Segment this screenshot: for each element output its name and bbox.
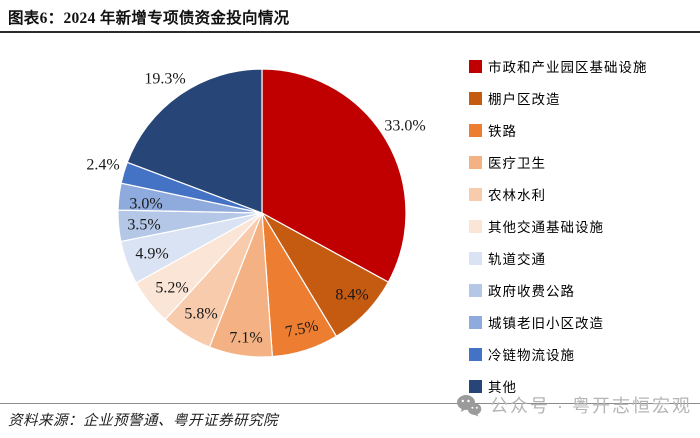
legend-label: 城镇老旧小区改造 xyxy=(488,316,604,331)
legend-swatch xyxy=(469,283,482,297)
pie-data-label-7: 4.9% xyxy=(135,246,168,263)
legend-swatch xyxy=(469,187,482,201)
footer-divider xyxy=(0,403,700,404)
pie-data-label-8: 3.5% xyxy=(127,217,160,234)
pie-data-label-2: 8.4% xyxy=(335,287,368,304)
pie-data-label-3: 7.5% xyxy=(284,317,320,341)
title-underline xyxy=(0,31,700,33)
legend-swatch xyxy=(469,59,482,73)
legend-swatch xyxy=(469,91,482,105)
pie-data-label-4: 7.1% xyxy=(229,330,262,347)
legend-swatch xyxy=(469,379,482,393)
legend-label: 铁路 xyxy=(488,124,517,139)
legend-item-9: 城镇老旧小区改造 xyxy=(469,306,648,338)
legend-item-1: 市政和产业园区基础设施 xyxy=(469,50,648,82)
legend-swatch xyxy=(469,155,482,169)
legend-swatch xyxy=(469,347,482,361)
watermark: 公众号 · 粤开志恒宏观 xyxy=(456,390,692,420)
pie-slice-1 xyxy=(261,68,407,283)
legend-item-3: 铁路 xyxy=(469,114,648,146)
legend-label: 棚户区改造 xyxy=(488,92,561,107)
legend-swatch xyxy=(469,123,482,137)
legend-label: 市政和产业园区基础设施 xyxy=(488,60,648,75)
watermark-text: 公众号 · 粤开志恒宏观 xyxy=(490,396,692,416)
legend-label: 其他 xyxy=(488,380,517,395)
wechat-icon xyxy=(457,395,482,417)
legend-swatch xyxy=(469,251,482,265)
figure-title: 图表6：2024 年新增专项债资金投向情况 xyxy=(8,10,290,27)
pie-data-label-6: 5.2% xyxy=(155,280,188,297)
pie-slice-11 xyxy=(126,68,263,214)
legend-label: 冷链物流设施 xyxy=(488,348,575,363)
pie-data-label-11: 19.3% xyxy=(144,71,185,88)
legend-label: 农林水利 xyxy=(488,188,546,203)
legend-label: 轨道交通 xyxy=(488,252,546,267)
legend-label: 其他交通基础设施 xyxy=(488,220,604,235)
legend-swatch xyxy=(469,315,482,329)
legend-item-2: 棚户区改造 xyxy=(469,82,648,114)
legend-item-7: 轨道交通 xyxy=(469,242,648,274)
pie-data-label-10: 2.4% xyxy=(86,157,119,174)
legend-item-10: 冷链物流设施 xyxy=(469,338,648,370)
pie-data-label-1: 33.0% xyxy=(384,118,425,135)
legend-item-6: 其他交通基础设施 xyxy=(469,210,648,242)
legend-item-4: 医疗卫生 xyxy=(469,146,648,178)
pie-data-label-5: 5.8% xyxy=(184,306,217,323)
pie-data-label-9: 3.0% xyxy=(129,196,162,213)
legend-item-5: 农林水利 xyxy=(469,178,648,210)
legend-item-8: 政府收费公路 xyxy=(469,274,648,306)
legend-label: 政府收费公路 xyxy=(488,284,575,299)
legend-label: 医疗卫生 xyxy=(488,156,546,171)
legend-swatch xyxy=(469,219,482,233)
legend-item-11: 其他 xyxy=(469,370,648,402)
source-note: 资料来源：企业预警通、粤开证券研究院 xyxy=(8,413,278,429)
legend: 市政和产业园区基础设施 棚户区改造铁路医疗卫生农林水利其他交通基础设施 轨道交通政府… xyxy=(469,50,648,402)
